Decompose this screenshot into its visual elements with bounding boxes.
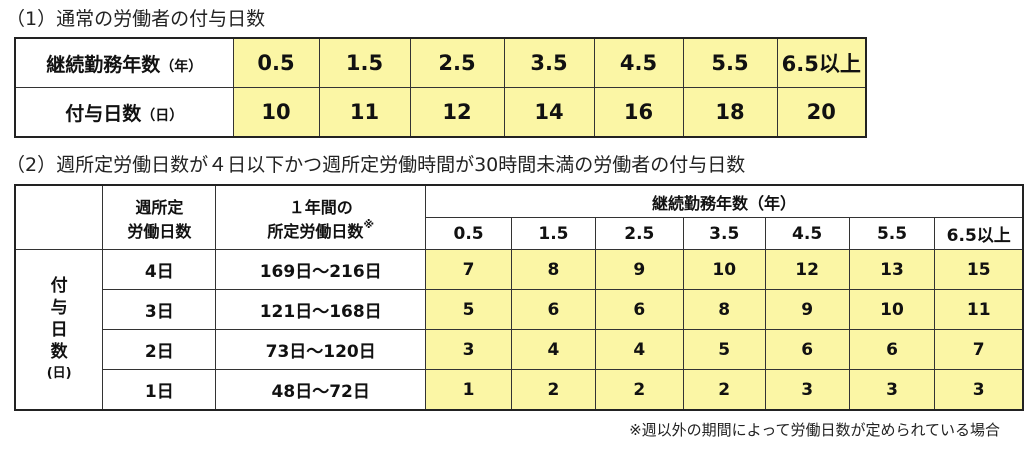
- grant-value-cell: 4: [594, 329, 684, 370]
- grant-days-side-label: 付 与 日 数 (日): [14, 249, 104, 411]
- grant-value-cell: 9: [594, 249, 684, 290]
- header-row-1: 週所定 労働日数 １年間の 所定労働日数※ 継続勤務年数（年）: [14, 184, 1024, 250]
- grant-value-cell: 10: [682, 249, 766, 290]
- days-cell: 12: [409, 87, 505, 138]
- year-cell: 5.5: [682, 37, 778, 88]
- year-header-cell: 0.5: [425, 217, 512, 250]
- years-header: 継続勤務年数（年）: [425, 184, 1024, 218]
- days-cell: 18: [682, 87, 778, 138]
- grant-value-cell: 6: [848, 329, 936, 370]
- table-row: 付 与 日 数 (日) 4日 169日～216日 7 8 9 10 12 13 …: [14, 249, 1024, 411]
- grant-value-cell: 6: [511, 289, 596, 330]
- years-row: 継続勤務年数（年） 0.5 1.5 2.5 3.5 4.5 5.5 6.5以上: [14, 37, 867, 88]
- footnote-mark: ※: [363, 217, 375, 231]
- weekly-days-header: 週所定 労働日数: [102, 184, 217, 250]
- grant-value-cell: 6: [594, 289, 684, 330]
- year-header-cell: 1.5: [511, 217, 596, 250]
- corner-cell: [14, 184, 104, 250]
- days-cell: 16: [593, 87, 684, 138]
- annual-days-header: １年間の 所定労働日数※: [215, 184, 427, 250]
- annual-days-cell: 169日～216日: [215, 249, 427, 290]
- year-cell: 3.5: [503, 37, 595, 88]
- grant-value-cell: 3: [934, 369, 1024, 411]
- days-cell: 20: [776, 87, 867, 138]
- grant-value-cell: 10: [848, 289, 936, 330]
- days-cell: 14: [503, 87, 595, 138]
- grant-value-cell: 9: [764, 289, 850, 330]
- days-row: 付与日数（日） 10 11 12 14 16 18 20: [14, 87, 867, 138]
- grant-value-cell: 1: [425, 369, 512, 411]
- grant-value-cell: 7: [425, 249, 512, 290]
- grant-value-cell: 12: [764, 249, 850, 290]
- grant-value-cell: 15: [934, 249, 1024, 290]
- grant-value-cell: 8: [682, 289, 766, 330]
- section1-heading: （1）通常の労働者の付与日数: [6, 8, 266, 30]
- days-row-label: 付与日数（日）: [14, 87, 234, 138]
- year-header-cell: 3.5: [682, 217, 766, 250]
- days-cell: 10: [232, 87, 320, 138]
- year-header-cell: 4.5: [764, 217, 850, 250]
- annual-days-cell: 121日～168日: [215, 289, 427, 330]
- footnote: ※週以外の期間によって労働日数が定められている場合: [629, 421, 1000, 439]
- table-row: 3日 121日～168日 5 6 6 8 9 10 11: [15, 289, 1024, 330]
- grant-value-cell: 4: [511, 329, 596, 370]
- regular-grant-table: 継続勤務年数（年） 0.5 1.5 2.5 3.5 4.5 5.5 6.5以上 …: [14, 37, 867, 138]
- grant-value-cell: 3: [764, 369, 850, 411]
- grant-value-cell: 2: [594, 369, 684, 411]
- grant-value-cell: 8: [511, 249, 596, 290]
- year-cell: 6.5以上: [776, 37, 867, 88]
- year-cell: 1.5: [318, 37, 411, 88]
- grant-value-cell: 3: [848, 369, 936, 411]
- grant-value-cell: 5: [682, 329, 766, 370]
- header-row-2: 0.5 1.5 2.5 3.5 4.5 5.5 6.5以上: [15, 217, 1024, 250]
- weekly-days-cell: 4日: [102, 249, 217, 290]
- year-header-cell: 2.5: [594, 217, 684, 250]
- grant-value-cell: 3: [425, 329, 512, 370]
- part-time-grant-table: 週所定 労働日数 １年間の 所定労働日数※ 継続勤務年数（年） 0.5 1.5 …: [14, 184, 1024, 411]
- year-header-cell: 6.5以上: [934, 217, 1024, 250]
- weekly-days-cell: 2日: [102, 329, 217, 370]
- year-cell: 2.5: [409, 37, 505, 88]
- grant-value-cell: 6: [764, 329, 850, 370]
- years-row-label: 継続勤務年数（年）: [14, 37, 234, 88]
- year-header-cell: 5.5: [848, 217, 936, 250]
- weekly-days-cell: 3日: [102, 289, 217, 330]
- grant-value-cell: 2: [682, 369, 766, 411]
- year-cell: 0.5: [232, 37, 320, 88]
- annual-days-cell: 48日～72日: [215, 369, 427, 411]
- year-cell: 4.5: [593, 37, 684, 88]
- grant-value-cell: 2: [511, 369, 596, 411]
- grant-value-cell: 5: [425, 289, 512, 330]
- table-row: 1日 48日～72日 1 2 2 2 3 3 3: [15, 369, 1024, 411]
- table-row: 2日 73日～120日 3 4 4 5 6 6 7: [15, 329, 1024, 370]
- annual-days-cell: 73日～120日: [215, 329, 427, 370]
- grant-value-cell: 13: [848, 249, 936, 290]
- section2-heading: （2）週所定労働日数が４日以下かつ週所定労働時間が30時間未満の労働者の付与日数: [6, 154, 746, 176]
- weekly-days-cell: 1日: [102, 369, 217, 411]
- grant-value-cell: 11: [934, 289, 1024, 330]
- days-cell: 11: [318, 87, 411, 138]
- grant-value-cell: 7: [934, 329, 1024, 370]
